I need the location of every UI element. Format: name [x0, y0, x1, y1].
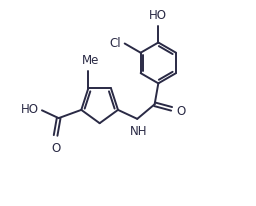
Text: O: O	[177, 104, 186, 117]
Text: HO: HO	[149, 9, 167, 22]
Text: O: O	[51, 141, 60, 154]
Text: Cl: Cl	[110, 36, 121, 49]
Text: Me: Me	[82, 53, 99, 66]
Text: HO: HO	[20, 103, 39, 116]
Text: NH: NH	[130, 124, 147, 137]
